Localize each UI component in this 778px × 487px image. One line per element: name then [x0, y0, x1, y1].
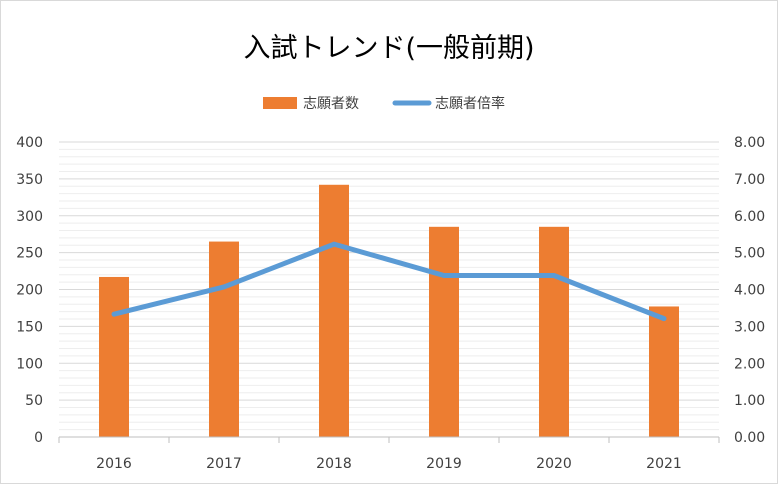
right-tick-label: 7.00 [734, 172, 765, 188]
x-tick-label: 2021 [646, 456, 682, 472]
left-tick-label: 100 [16, 356, 43, 372]
x-axis-labels: 2016 2017 2018 2019 2020 2021 [96, 456, 682, 472]
legend-swatch-bar [263, 97, 297, 109]
chart-title: 入試トレンド(一般前期) [243, 33, 534, 64]
left-tick-label: 250 [16, 246, 43, 262]
right-tick-label: 5.00 [734, 246, 765, 262]
bar [539, 226, 569, 437]
left-tick-label: 50 [25, 393, 43, 409]
rate-line [111, 241, 667, 322]
right-tick-label: 3.00 [734, 319, 765, 335]
x-tick-label: 2019 [426, 456, 462, 472]
left-tick-label: 400 [16, 135, 43, 151]
right-axis-ticks: 0.00 1.00 2.00 3.00 4.00 5.00 6.00 7.00 8.00 [734, 135, 765, 446]
bar [429, 226, 459, 437]
left-axis-ticks: 0 50 100 150 200 250 300 350 400 [16, 135, 43, 446]
right-tick-label: 0.00 [734, 430, 765, 446]
x-tick-label: 2017 [206, 456, 242, 472]
bar [209, 241, 239, 437]
x-tick-label: 2018 [316, 456, 352, 472]
bar [649, 306, 679, 437]
left-tick-label: 300 [16, 209, 43, 225]
bar [99, 276, 129, 437]
right-tick-label: 2.00 [734, 356, 765, 372]
bar [319, 184, 349, 437]
right-tick-label: 6.00 [734, 209, 765, 225]
left-tick-label: 0 [34, 430, 43, 446]
x-tick-label: 2016 [96, 456, 132, 472]
legend-label-line: 志願者倍率 [435, 95, 505, 112]
right-tick-label: 4.00 [734, 283, 765, 299]
left-tick-label: 200 [16, 283, 43, 299]
right-tick-label: 1.00 [734, 393, 765, 409]
gridlines [59, 141, 719, 431]
legend: 志願者数 志願者倍率 [263, 95, 505, 112]
left-tick-label: 150 [16, 319, 43, 335]
right-tick-label: 8.00 [734, 135, 765, 151]
x-axis-tick-marks [58, 437, 720, 443]
bars [99, 184, 679, 437]
left-tick-label: 350 [16, 172, 43, 188]
legend-label-bar: 志願者数 [303, 96, 359, 112]
x-tick-label: 2020 [536, 456, 572, 472]
